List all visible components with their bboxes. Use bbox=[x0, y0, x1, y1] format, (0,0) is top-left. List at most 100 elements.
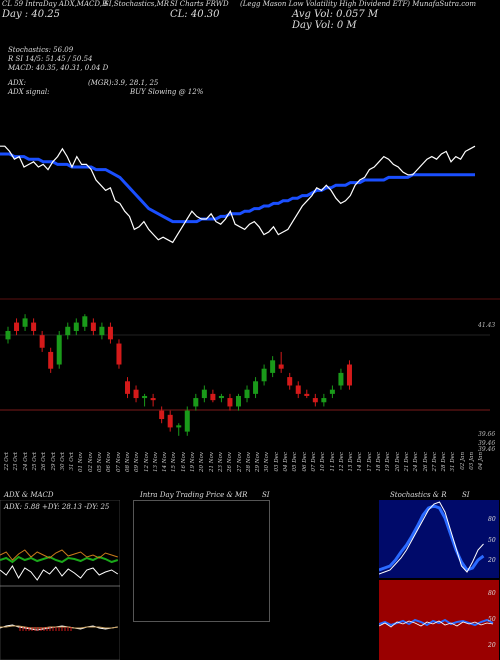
adx-panel-title: ADX & MACD bbox=[4, 491, 54, 499]
x-date-label: 17 Dec bbox=[366, 452, 373, 472]
mgr-value: (MGR):3.9, 28.1, 25 bbox=[88, 79, 159, 87]
x-date-label: 15 Nov bbox=[171, 452, 178, 472]
candle-body bbox=[90, 322, 96, 331]
candle-body bbox=[235, 395, 241, 407]
candle-body bbox=[125, 381, 131, 394]
x-date-label: 25 Oct bbox=[31, 452, 38, 471]
intra-panel-title: Intra Day Trading Price & MR bbox=[140, 491, 248, 499]
day-low: Day : 40.25 bbox=[2, 9, 60, 20]
x-date-label: 26 Dec bbox=[422, 452, 429, 472]
candle-body bbox=[227, 398, 233, 407]
x-date-label: 20 Dec bbox=[394, 452, 401, 472]
adx-signal-label: ADX signal: bbox=[8, 88, 50, 96]
candle-body bbox=[210, 393, 216, 401]
x-date-label: 28 Nov bbox=[245, 452, 252, 472]
x-date-label: 08 Nov bbox=[124, 452, 131, 472]
adx-series-line bbox=[0, 565, 119, 581]
x-date-label: 06 Dec bbox=[301, 452, 308, 472]
x-date-label: 26 Nov bbox=[227, 452, 234, 472]
stoch-tick-20: 20 bbox=[488, 557, 496, 564]
x-date-label: 05 Nov bbox=[97, 452, 103, 472]
adx-macd-panel bbox=[0, 500, 120, 660]
price-axis-mid2: 39.46 bbox=[478, 440, 496, 447]
x-date-label: 02 Nov bbox=[87, 452, 94, 472]
candle-body bbox=[133, 389, 139, 399]
price-axis-mid1: 39.66 bbox=[478, 431, 496, 438]
x-date-label: 11 Dec bbox=[329, 452, 336, 472]
x-date-label: 16 Nov bbox=[180, 452, 187, 472]
avg-vol: Avg Vol: 0.057 M bbox=[292, 9, 379, 20]
ticker-line: CL 59 IntraDay ADX,MACD,B bbox=[2, 0, 108, 8]
rsi-tick-50: 50 bbox=[488, 616, 496, 623]
x-date-label: 18 Dec bbox=[376, 452, 382, 472]
x-date-label: 19 Dec bbox=[385, 452, 392, 472]
candle-body bbox=[39, 335, 45, 348]
candle-body bbox=[167, 414, 173, 428]
x-date-label: 26 Oct bbox=[41, 452, 48, 471]
x-date-label: 23 Nov bbox=[217, 452, 224, 472]
stochastics-panel bbox=[379, 500, 499, 660]
rsi-signal-line bbox=[379, 620, 494, 628]
x-date-label: 22 Oct bbox=[4, 452, 10, 471]
candle-body bbox=[261, 368, 267, 382]
rsi-line: SI,Stochastics,MR bbox=[104, 0, 170, 8]
x-date-label: 14 Dec bbox=[357, 452, 364, 472]
x-date-label: 28 Dec bbox=[441, 452, 448, 472]
candle-body bbox=[142, 395, 148, 399]
price-ma-chart bbox=[0, 145, 500, 300]
moving-average-line bbox=[0, 152, 475, 224]
candle-body bbox=[31, 322, 37, 331]
adx-series-line bbox=[0, 549, 118, 561]
x-date-label: 01 Nov bbox=[78, 452, 85, 472]
candle-body bbox=[244, 389, 250, 399]
x-date-label: 10 Dec bbox=[320, 452, 327, 472]
candlestick-chart bbox=[0, 314, 490, 436]
candle-body bbox=[48, 351, 54, 369]
x-date-label: 02 Jan bbox=[459, 452, 466, 470]
x-date-label: 13 Dec bbox=[348, 452, 355, 472]
stoch-tick-50: 50 bbox=[488, 537, 496, 544]
x-date-label: 29 Oct bbox=[50, 452, 57, 471]
rsi-tick-80: 80 bbox=[488, 590, 496, 597]
x-date-label: 24 Dec bbox=[413, 452, 420, 472]
candle-body bbox=[65, 326, 71, 336]
candle-body bbox=[73, 322, 79, 331]
stochastics-d-line bbox=[379, 501, 484, 575]
candle-body bbox=[312, 398, 318, 403]
candle-body bbox=[5, 330, 11, 340]
x-date-label: 23 Oct bbox=[13, 452, 20, 471]
candle-body bbox=[329, 389, 335, 394]
x-date-label: 03 Dec bbox=[273, 452, 280, 472]
close-value: CL: 40.30 bbox=[170, 9, 220, 20]
x-date-label: 07 Nov bbox=[115, 452, 122, 472]
price-axis-top: 41.43 bbox=[478, 322, 496, 329]
stoch-panel-title: Stochastics & R bbox=[390, 491, 447, 499]
rsi-tick-20: 20 bbox=[488, 642, 496, 649]
x-date-label: 09 Nov bbox=[134, 452, 141, 472]
x-axis-dates: 22 Oct 23 Oct 24 Oct 25 Oct 26 Oct 29 Oct 30 O… bbox=[0, 452, 500, 488]
candle-body bbox=[184, 410, 190, 432]
x-date-label: 05 Dec bbox=[292, 452, 299, 472]
candle-body bbox=[321, 398, 327, 403]
rsi-value: R SI 14/5: 51.45 / 50.54 bbox=[8, 55, 93, 63]
adx-label: ADX: bbox=[8, 79, 27, 87]
x-date-label: 06 Nov bbox=[106, 452, 113, 472]
intra-day-panel bbox=[133, 500, 270, 622]
candle-body bbox=[295, 385, 301, 394]
candle-body bbox=[201, 389, 207, 399]
x-date-label: 04 Jan bbox=[478, 452, 485, 470]
candle-body bbox=[346, 364, 352, 386]
x-date-label: 20 Nov bbox=[199, 452, 206, 472]
day-vol: Day Vol: 0 M bbox=[292, 20, 357, 31]
candle-body bbox=[278, 364, 284, 369]
price-line bbox=[0, 145, 476, 244]
x-date-label: 30 Oct bbox=[59, 452, 66, 471]
stoch-tick-80: 80 bbox=[488, 516, 496, 523]
x-date-label: 31 Dec bbox=[450, 452, 457, 472]
candle-body bbox=[338, 372, 344, 386]
x-date-label: 07 Dec bbox=[310, 452, 317, 472]
candle-body bbox=[159, 410, 165, 420]
candle-body bbox=[116, 343, 122, 365]
candle-body bbox=[218, 395, 224, 399]
si-chart-line: SI Charts FRWD bbox=[170, 0, 229, 8]
